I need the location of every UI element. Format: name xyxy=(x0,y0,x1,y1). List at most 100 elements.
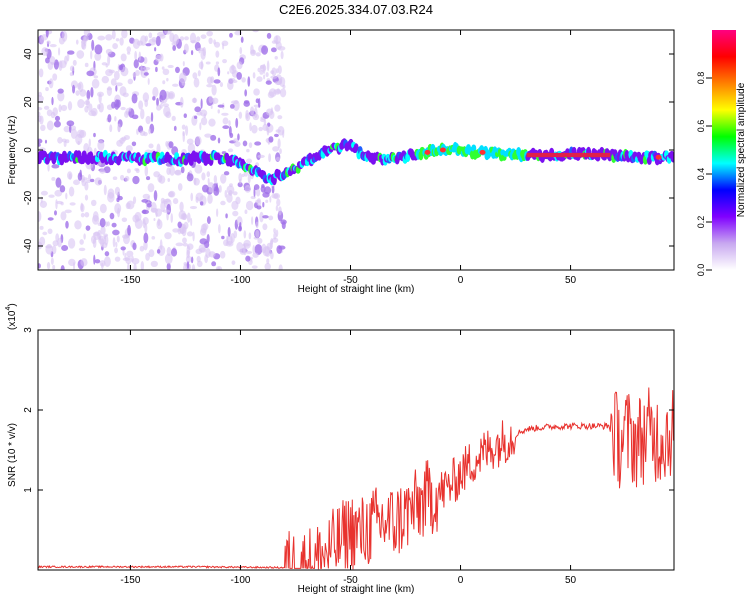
spectrogram-noise-cell xyxy=(144,99,149,108)
spectrogram-noise-cell xyxy=(182,237,187,244)
spectrogram-noise-cell xyxy=(116,139,123,147)
spectrogram-noise-cell xyxy=(112,237,116,248)
spectrogram-noise-cell xyxy=(159,89,167,101)
spectrogram-noise-cell xyxy=(247,76,251,87)
spectrogram-noise-cell xyxy=(90,199,97,207)
spectrogram-noise-cell xyxy=(39,225,44,230)
spectrogram-noise-cell xyxy=(186,138,194,145)
spectrogram-noise-cell xyxy=(77,99,85,109)
spectrogram-noise-cell xyxy=(99,203,107,214)
spectrogram-noise-cell xyxy=(148,143,154,149)
spectrogram-noise-cell xyxy=(45,245,53,249)
spectrogram-noise-cell xyxy=(94,259,101,264)
spectrogram-noise-cell xyxy=(222,117,229,125)
spectrogram-noise-cell xyxy=(156,31,165,37)
spectrogram-noise-cell xyxy=(194,164,203,174)
spectrogram-noise-cell xyxy=(246,148,250,153)
spectrogram-noise-cell xyxy=(222,59,227,64)
spectrogram-noise-cell xyxy=(228,120,231,127)
spectrogram-noise-cell xyxy=(190,256,194,264)
spectrogram-noise-cell xyxy=(152,96,156,101)
spectrogram-noise-cell xyxy=(101,242,108,249)
spectrogram-noise-cell xyxy=(252,72,256,79)
spectrogram-noise-cell xyxy=(189,205,198,210)
spectrogram-noise-cell xyxy=(97,35,106,41)
spectrogram-noise-cell xyxy=(43,105,50,110)
spectrogram-noise-cell xyxy=(255,229,260,239)
spectrogram-noise-cell xyxy=(268,153,272,163)
spectrogram-noise-cell xyxy=(210,134,217,141)
x-tick-label: 50 xyxy=(565,575,577,586)
x-tick-label: -100 xyxy=(230,575,250,586)
spectrogram-noise-cell xyxy=(249,106,255,116)
spectrogram-noise-cell xyxy=(253,88,260,96)
spectrogram-noise-cell xyxy=(257,154,265,159)
spectrogram-noise-cell xyxy=(64,209,72,214)
spectrogram-noise-cell xyxy=(251,265,258,269)
spectrogram-noise-cell xyxy=(143,72,149,76)
spectrogram-noise-cell xyxy=(40,190,48,196)
spectrogram-noise-cell xyxy=(54,210,57,216)
spectrogram-noise-cell xyxy=(52,264,56,270)
spectrogram-noise-cell xyxy=(91,78,100,89)
spectrogram-noise-cell xyxy=(256,198,262,207)
spectrogram-noise-cell xyxy=(222,125,230,129)
spectrogram-noise-cell xyxy=(207,194,213,204)
spectrogram-noise-cell xyxy=(216,208,219,217)
spectrogram-noise-cell xyxy=(65,220,69,229)
y-tick-label: 2 xyxy=(23,407,34,413)
spectrogram-noise-cell xyxy=(100,225,106,235)
spectrogram-noise-cell xyxy=(88,103,93,112)
spectrogram-noise-cell xyxy=(150,202,157,213)
spectrogram-noise-cell xyxy=(126,46,132,53)
spectrogram-noise-cell xyxy=(270,251,274,260)
spectrogram-noise-cell xyxy=(193,77,200,88)
snr-x-axis-label: Height of straight line (km) xyxy=(298,584,415,595)
spectrogram-noise-cell xyxy=(57,47,61,56)
spectrogram-noise-cell xyxy=(94,44,103,55)
spectrogram-noise-cell xyxy=(147,78,150,86)
spectrogram-noise-cell xyxy=(57,136,63,144)
colorbar-tick-label: 0.4 xyxy=(696,168,706,181)
spectrogram-noise-cell xyxy=(268,215,274,221)
spectrogram-noise-cell xyxy=(242,246,247,256)
spectrogram-noise-cell xyxy=(225,213,228,219)
spectrogram-noise-cell xyxy=(198,61,204,70)
spectrogram-noise-cell xyxy=(89,178,95,183)
spectrogram-noise-cell xyxy=(222,43,225,50)
spectrogram-noise-cell xyxy=(38,143,41,147)
spectrogram-noise-cell xyxy=(126,51,131,55)
spectrogram-noise-cell xyxy=(241,77,246,83)
spectrogram-noise-cell xyxy=(177,183,183,191)
spectrogram-noise-cell xyxy=(184,36,189,41)
spectrogram-noise-cell xyxy=(162,209,171,213)
spectrogram-noise-cell xyxy=(275,156,281,162)
spectrogram-noise-cell xyxy=(218,185,222,193)
spectrogram-noise-cell xyxy=(145,176,151,181)
spectrogram-noise-cell xyxy=(144,165,149,177)
spectrogram-noise-cell xyxy=(142,209,147,214)
spectrogram-noise-cell xyxy=(132,214,140,223)
spectrogram-noise-cell xyxy=(51,96,54,106)
spectrogram-noise-cell xyxy=(201,184,209,193)
spectrogram-noise-cell xyxy=(69,124,72,133)
spectrogram-noise-cell xyxy=(97,229,102,241)
spectrogram-noise-cell xyxy=(198,244,206,253)
spectrogram-noise-cell xyxy=(114,116,117,122)
spectrogram-noise-cell xyxy=(114,256,121,262)
spectrogram-noise-cell xyxy=(206,216,211,225)
spectrogram-noise-cell xyxy=(65,139,70,144)
snr-frame xyxy=(37,329,675,571)
spectrogram-noise-cell xyxy=(170,248,178,257)
spectrogram-noise-cell xyxy=(131,141,137,147)
y-tick-label: 1 xyxy=(23,487,34,493)
spectrogram-noise-cell xyxy=(84,211,90,218)
snr-panel: -150 -100 -50 0 50 1 2 3 Height of straight li… xyxy=(5,303,675,595)
spectrogram-noise-cell xyxy=(244,89,248,97)
spectrogram-noise-cell xyxy=(174,169,182,175)
spectrogram-noise-cell xyxy=(124,175,130,182)
spectrogram-noise-cell xyxy=(227,80,234,91)
spectrogram-noise-cell xyxy=(145,115,151,125)
spectrogram-noise-cell xyxy=(86,89,91,100)
